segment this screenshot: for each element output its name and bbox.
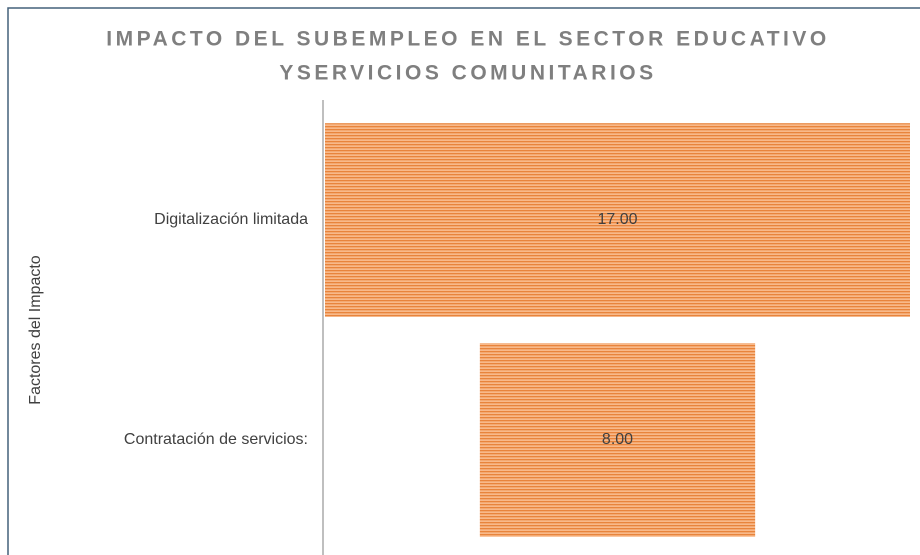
bar [479,343,756,537]
bar [325,123,910,317]
data-label: 8.00 [602,431,633,448]
y-tick-label: Digitalización limitada [154,211,308,228]
chart-title: IMPACTO DEL SUBEMPLEO EN EL SECTOR EDUCA… [106,28,829,51]
data-label: 17.00 [597,211,637,228]
y-tick-label: Contratación de servicios: [124,431,308,448]
y-axis-title: Factores del Impacto [27,255,44,405]
chart-title: YSERVICIOS COMUNITARIOS [279,62,656,85]
